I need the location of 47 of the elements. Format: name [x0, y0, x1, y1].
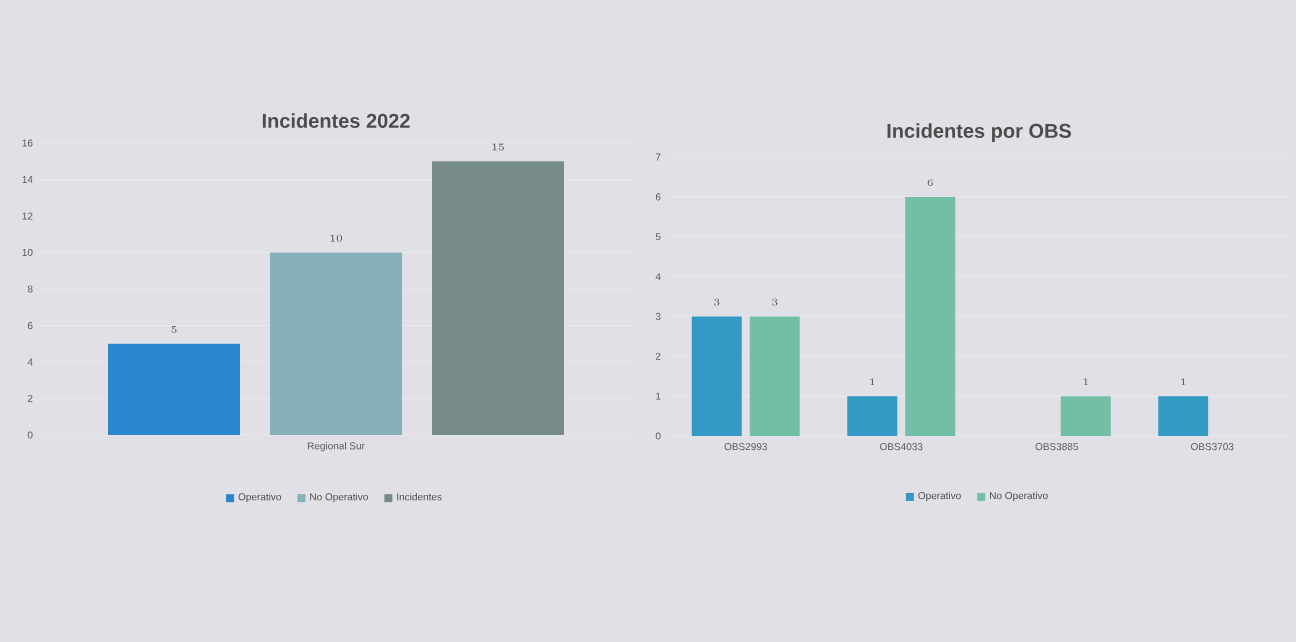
x-tick-label: OBS4033 [880, 443, 923, 451]
y-tick-label: 14 [22, 176, 33, 183]
legend-label: Incidentes [397, 493, 442, 501]
x-tick-label: OBS3885 [1035, 443, 1079, 451]
y-tick-label: 6 [655, 193, 661, 201]
bar [905, 196, 956, 436]
y-tick-label: 4 [655, 273, 661, 280]
y-tick-label: 16 [22, 139, 33, 147]
x-tick-label: Regional Sur [307, 442, 365, 452]
data-label: 3 [714, 298, 720, 306]
data-label: 10 [330, 234, 343, 242]
x-tick-label: OBS3703 [1191, 443, 1234, 451]
y-tick-label: 0 [655, 432, 661, 440]
y-tick-label: 2 [27, 394, 33, 402]
data-label: 1 [1083, 378, 1088, 386]
data-label: 5 [171, 326, 177, 333]
bar [432, 161, 565, 435]
y-tick-label: 5 [655, 233, 661, 241]
chart-title: Incidentes 2022 [262, 113, 410, 128]
y-tick-label: 7 [655, 153, 661, 161]
bar [749, 316, 800, 436]
bar [691, 316, 742, 436]
legend-label: Operativo [918, 491, 961, 502]
y-tick-label: 3 [655, 312, 661, 320]
x-tick-label: OBS2993 [724, 443, 767, 451]
bar [1060, 396, 1111, 436]
y-tick-label: 4 [27, 358, 33, 366]
y-tick-label: 2 [655, 352, 661, 360]
bar [1158, 396, 1209, 436]
legend-label: No Operativo [310, 493, 368, 503]
bar [270, 252, 403, 435]
data-label: 1 [1181, 378, 1186, 386]
chart-title: Incidentes por OBS [887, 123, 1072, 142]
legend-label: No Operativo [990, 491, 1048, 502]
y-tick-label: 12 [22, 212, 33, 220]
y-tick-label: 0 [27, 431, 33, 439]
y-tick-label: 6 [27, 321, 33, 330]
bar [847, 396, 898, 436]
data-label: 6 [927, 179, 933, 187]
y-tick-label: 10 [22, 248, 33, 257]
bar [108, 343, 241, 435]
data-label: 3 [772, 298, 778, 306]
y-tick-label: 1 [656, 392, 661, 400]
data-label: 1 [870, 378, 875, 386]
legend-label: Operativo [238, 493, 282, 503]
data-label: 15 [492, 143, 504, 151]
y-tick-label: 8 [27, 285, 33, 293]
